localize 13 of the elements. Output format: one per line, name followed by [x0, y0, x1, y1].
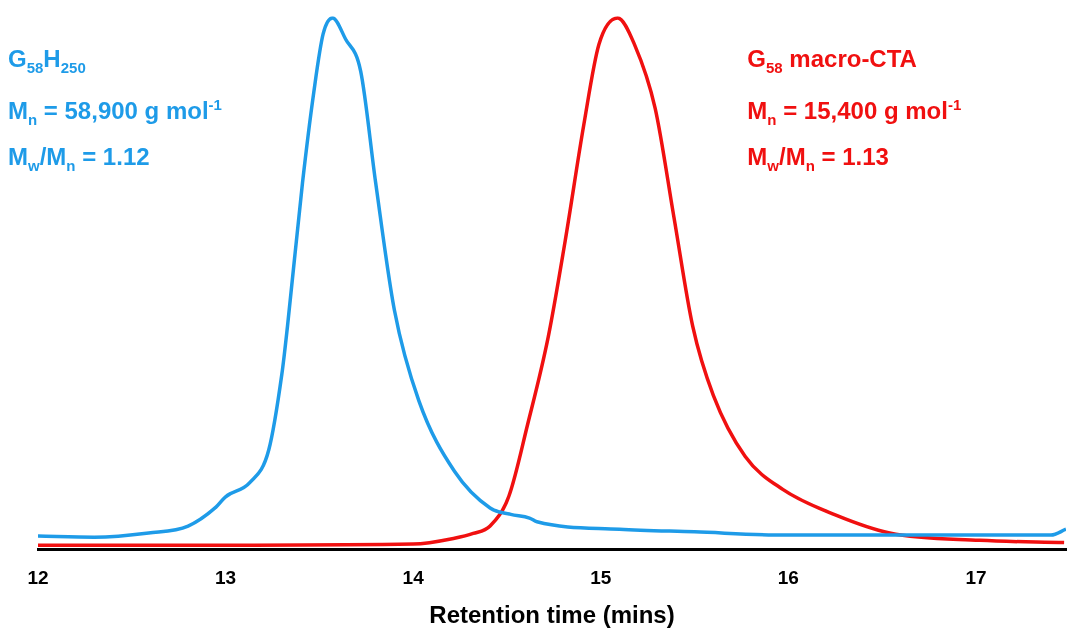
x-tick-label: 12 — [27, 567, 49, 589]
annotation: M$_{n}$ = 58,900 g mol$^{-1}$ — [8, 95, 222, 128]
annotation: M$_{w}$/M$_{n}$ = 1.13 — [747, 142, 889, 174]
x-tick-label: 13 — [215, 567, 237, 589]
text: G$_{58}$H$_{250}$ — [8, 45, 86, 76]
x-tick-label: 14 — [402, 567, 425, 589]
annotation: M$_{n}$ = 15,400 g mol$^{-1}$ — [747, 95, 962, 128]
x-tick-label: 15 — [590, 567, 612, 589]
x-tick-label: 17 — [965, 567, 987, 589]
x-axis-title: Retention time (mins) — [429, 601, 675, 629]
annotation: M$_{w}$/M$_{n}$ = 1.12 — [8, 142, 150, 174]
text: G$_{58}$ macro-CTA — [747, 45, 917, 76]
x-tick-label: 16 — [777, 567, 799, 589]
